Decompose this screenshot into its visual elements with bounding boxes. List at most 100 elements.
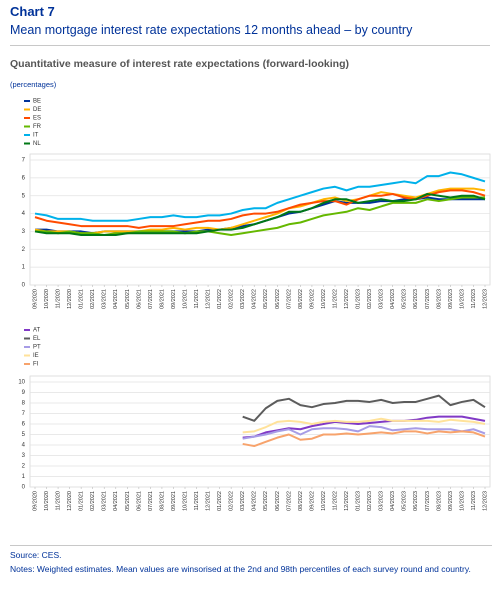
chart-title: Mean mortgage interest rate expectations…: [10, 23, 413, 37]
series-line: [34, 171, 486, 222]
legend-label: DE: [33, 107, 41, 113]
series-line: [34, 187, 486, 235]
x-tick-label: 02/2022: [229, 289, 235, 309]
x-tick-label: 06/2021: [136, 289, 142, 309]
x-tick-label: 09/2023: [448, 491, 454, 511]
unit-label: (percentages): [10, 80, 57, 89]
x-tick-label: 10/2020: [44, 289, 50, 309]
legend-label: EL: [33, 336, 41, 342]
x-tick-label: 06/2023: [413, 491, 419, 511]
x-tick-label: 09/2020: [32, 289, 38, 309]
x-tick-label: 11/2021: [194, 289, 200, 308]
y-tick-label: 0: [22, 283, 26, 289]
legend-label: AT: [33, 328, 41, 334]
x-tick-label: 08/2022: [298, 491, 304, 511]
x-tick-label: 02/2021: [90, 491, 96, 511]
x-tick-label: 12/2021: [206, 491, 212, 511]
x-tick-label: 02/2022: [229, 491, 235, 511]
y-tick-label: 2: [22, 464, 26, 470]
legend-label: ES: [33, 116, 41, 122]
x-tick-label: 01/2023: [356, 491, 362, 511]
x-tick-label: 01/2022: [217, 289, 223, 309]
x-tick-label: 08/2021: [159, 491, 165, 511]
x-tick-label: 08/2022: [298, 289, 304, 309]
legend-label: IT: [33, 133, 39, 139]
y-tick-label: 3: [22, 453, 26, 459]
x-tick-label: 12/2023: [482, 289, 488, 309]
x-tick-label: 12/2021: [206, 289, 212, 309]
y-tick-label: 4: [22, 211, 26, 217]
x-tick-label: 04/2023: [390, 491, 396, 511]
x-tick-label: 12/2020: [67, 491, 73, 511]
x-tick-label: 08/2023: [436, 289, 442, 309]
legend-label: BE: [33, 99, 41, 105]
x-tick-label: 10/2020: [44, 491, 50, 511]
x-tick-label: 05/2022: [263, 289, 269, 309]
x-tick-label: 07/2022: [286, 491, 292, 511]
series-line: [242, 417, 486, 434]
chart-subtitle: Quantitative measure of interest rate ex…: [10, 58, 349, 70]
x-tick-label: 11/2021: [194, 491, 200, 510]
x-tick-label: 07/2021: [148, 289, 154, 309]
x-tick-label: 12/2020: [67, 289, 73, 309]
x-tick-label: 05/2023: [402, 289, 408, 309]
x-tick-label: 12/2022: [344, 491, 350, 511]
x-tick-label: 02/2023: [367, 289, 373, 309]
x-tick-label: 07/2022: [286, 289, 292, 309]
y-tick-label: 3: [22, 229, 26, 235]
x-tick-label: 03/2023: [379, 491, 385, 511]
x-tick-label: 04/2021: [113, 289, 119, 309]
y-tick-label: 6: [22, 175, 26, 181]
x-tick-label: 11/2023: [471, 491, 477, 510]
x-tick-label: 06/2021: [136, 491, 142, 511]
divider: [10, 45, 490, 46]
y-tick-label: 0: [22, 485, 26, 491]
x-tick-label: 09/2021: [171, 491, 177, 511]
x-tick-label: 01/2023: [356, 289, 362, 309]
legend-label: FR: [33, 124, 42, 130]
x-tick-label: 03/2022: [240, 289, 246, 309]
x-tick-label: 10/2021: [182, 289, 188, 309]
x-tick-label: 10/2021: [182, 491, 188, 511]
y-tick-label: 4: [22, 443, 26, 449]
x-tick-label: 04/2022: [252, 289, 258, 309]
x-tick-label: 11/2022: [332, 289, 338, 308]
series-line: [35, 196, 485, 236]
y-tick-label: 7: [22, 411, 26, 417]
x-tick-label: 04/2021: [113, 491, 119, 511]
x-tick-label: 10/2022: [321, 289, 327, 309]
x-tick-label: 06/2022: [275, 491, 281, 511]
series-line: [242, 394, 486, 422]
y-tick-label: 10: [18, 380, 25, 386]
x-tick-label: 05/2023: [402, 491, 408, 511]
chart-label: Chart 7: [10, 4, 55, 19]
x-tick-label: 01/2021: [79, 491, 85, 511]
legend-label: FI: [33, 362, 39, 368]
x-tick-label: 06/2022: [275, 289, 281, 309]
x-tick-label: 12/2023: [482, 491, 488, 511]
x-tick-label: 05/2021: [125, 491, 131, 511]
x-tick-label: 09/2022: [309, 491, 315, 511]
x-tick-label: 09/2020: [32, 491, 38, 511]
y-tick-label: 1: [22, 265, 26, 271]
y-tick-label: 9: [22, 390, 26, 396]
x-tick-label: 02/2021: [90, 289, 96, 309]
x-tick-label: 11/2020: [56, 491, 62, 510]
series-line: [34, 189, 486, 229]
x-tick-label: 11/2020: [56, 289, 62, 308]
source-note: Source: CES.: [10, 550, 62, 560]
x-tick-label: 03/2022: [240, 491, 246, 511]
x-tick-label: 10/2022: [321, 491, 327, 511]
x-tick-label: 03/2023: [379, 289, 385, 309]
x-tick-label: 03/2021: [102, 289, 108, 309]
x-tick-label: 05/2021: [125, 289, 131, 309]
x-tick-label: 04/2022: [252, 491, 258, 511]
series-line: [34, 192, 486, 236]
series-line: [242, 430, 486, 448]
x-tick-label: 08/2021: [159, 289, 165, 309]
x-tick-label: 10/2023: [459, 289, 465, 309]
x-tick-label: 03/2021: [102, 491, 108, 511]
x-tick-label: 11/2022: [332, 491, 338, 510]
y-tick-label: 8: [22, 401, 26, 407]
